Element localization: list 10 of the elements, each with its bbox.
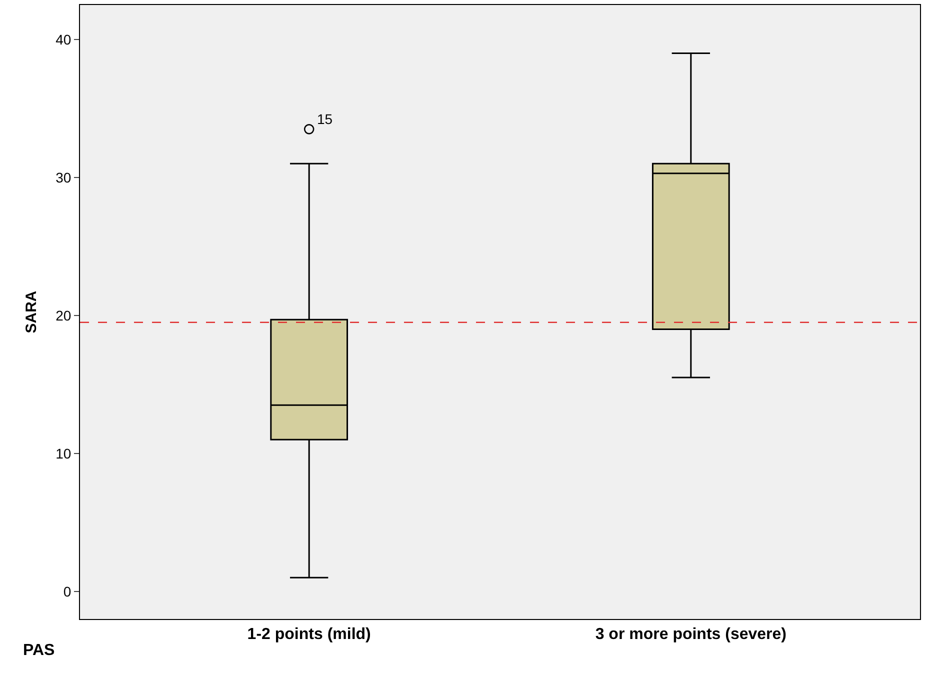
annotation: 15: [317, 111, 333, 127]
y-tick-label: 10: [56, 445, 72, 462]
y-axis-title: SARA: [22, 290, 40, 334]
y-tick-label: 20: [56, 307, 72, 324]
x-axis-title: PAS: [23, 642, 56, 659]
y-tick-label: 0: [63, 583, 72, 600]
y-tick-label: 40: [56, 31, 72, 48]
x-tick-label: 1-2 points (mild): [247, 626, 371, 644]
x-tick-label: 3 or more points (severe): [595, 626, 786, 644]
y-tick-label: 30: [56, 169, 72, 186]
